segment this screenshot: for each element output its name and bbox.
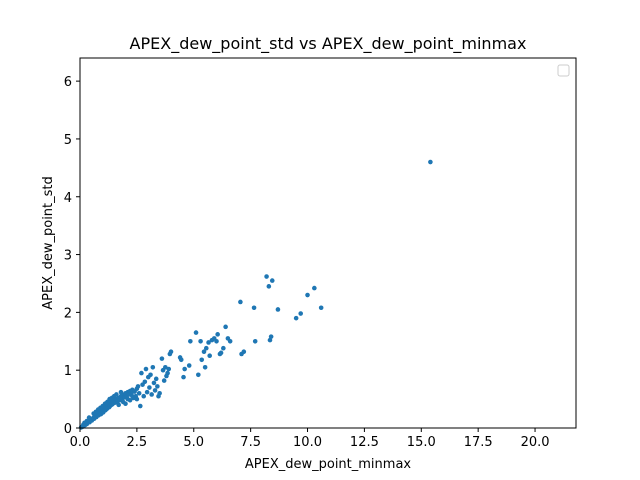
y-tick-label: 3: [64, 249, 72, 264]
data-point: [95, 407, 101, 412]
chart-title: APEX_dew_point_std vs APEX_dew_point_min…: [130, 34, 527, 54]
data-point: [123, 401, 128, 407]
x-tick-label: 2.5: [127, 435, 148, 450]
x-tick-label: 10.0: [293, 435, 322, 450]
data-point: [144, 389, 150, 395]
data-point: [142, 379, 148, 385]
data-point: [127, 397, 133, 403]
y-tick-label: 2: [64, 306, 72, 321]
data-point: [139, 370, 144, 376]
data-point: [193, 330, 199, 335]
data-point: [207, 353, 212, 359]
data-point: [298, 311, 304, 316]
data-point: [268, 334, 274, 339]
x-tick-label: 0.0: [70, 435, 91, 450]
data-point: [196, 372, 201, 378]
data-point: [182, 366, 187, 372]
data-point: [305, 292, 310, 298]
data-point: [148, 372, 153, 378]
data-point: [116, 402, 121, 408]
y-tick-label: 5: [64, 133, 72, 148]
data-point: [168, 349, 174, 354]
data-point: [201, 349, 207, 354]
data-point: [151, 380, 157, 386]
data-point: [266, 284, 272, 289]
data-point: [214, 338, 219, 344]
data-point: [118, 389, 124, 395]
data-point: [141, 393, 147, 399]
data-point: [428, 159, 433, 165]
data-point: [238, 299, 243, 305]
x-axis-ticks: 0.0 2.5 5.0 7.5 10.0 12.5 15.0 17.5 20.0: [70, 428, 550, 450]
data-point: [130, 393, 135, 399]
x-tick-label: 7.5: [240, 435, 261, 450]
data-point: [198, 338, 203, 344]
data-point: [264, 274, 269, 279]
data-point: [114, 392, 119, 397]
y-axis-ticks: 0 1 2 3 4 5 6: [64, 75, 80, 437]
data-point: [136, 391, 142, 396]
data-point: [100, 403, 106, 409]
data-point: [312, 285, 317, 291]
data-point: [206, 340, 211, 345]
data-point: [161, 378, 167, 383]
data-point: [318, 305, 324, 311]
data-point: [293, 315, 299, 321]
data-point: [134, 396, 140, 402]
data-point: [252, 338, 258, 344]
points-layer: [78, 159, 433, 430]
data-point: [199, 357, 205, 363]
data-point: [218, 350, 224, 356]
data-point: [275, 307, 281, 312]
data-point: [163, 365, 168, 370]
x-axis-label: APEX_dew_point_minmax: [245, 457, 412, 472]
data-point: [241, 349, 247, 354]
x-tick-label: 5.0: [183, 435, 204, 450]
data-point: [159, 356, 165, 361]
data-point: [251, 305, 257, 311]
data-point: [137, 403, 143, 409]
y-axis-label: APEX_dew_point_std: [41, 176, 56, 310]
data-point: [149, 392, 154, 397]
y-tick-label: 1: [64, 364, 72, 379]
y-tick-label: 6: [64, 75, 72, 90]
data-point: [215, 332, 220, 337]
data-point: [223, 324, 228, 330]
data-point: [267, 337, 273, 343]
plot-frame: [79, 57, 577, 429]
data-point: [269, 278, 275, 283]
data-point: [227, 338, 233, 344]
x-tick-label: 17.5: [464, 435, 493, 450]
data-point: [186, 363, 192, 368]
data-point: [165, 370, 170, 376]
data-point: [143, 366, 149, 372]
data-point: [150, 365, 156, 370]
data-point: [221, 345, 226, 351]
x-tick-label: 12.5: [350, 435, 379, 450]
data-point: [135, 384, 141, 389]
data-point: [178, 357, 184, 363]
data-point: [153, 376, 159, 382]
y-tick-label: 4: [64, 191, 72, 206]
data-point: [81, 422, 86, 427]
data-point: [155, 384, 160, 389]
data-point: [203, 345, 209, 351]
data-point: [166, 366, 172, 372]
legend-box: [557, 64, 570, 77]
data-point: [202, 365, 208, 370]
data-point: [181, 374, 186, 380]
data-point: [188, 338, 193, 344]
data-point: [91, 411, 96, 416]
data-point: [156, 393, 161, 399]
x-tick-label: 20.0: [521, 435, 550, 450]
data-point: [105, 399, 110, 405]
data-point: [109, 395, 115, 401]
data-point: [152, 388, 158, 393]
x-tick-label: 15.0: [407, 435, 436, 450]
data-point: [86, 415, 92, 420]
y-tick-label: 0: [64, 422, 72, 437]
data-point: [147, 385, 152, 390]
